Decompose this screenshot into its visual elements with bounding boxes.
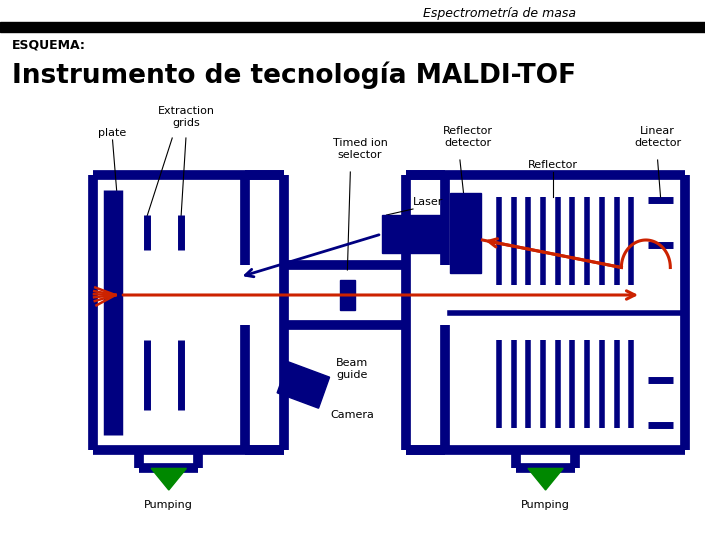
- Text: Reflector: Reflector: [528, 160, 578, 170]
- Bar: [0, 22, 705, 32]
- Polygon shape: [528, 468, 563, 490]
- Bar: [450, 193, 482, 273]
- Text: Espectrometría de masa: Espectrometría de masa: [423, 8, 575, 21]
- Text: Reflector
detector: Reflector detector: [443, 126, 492, 148]
- Text: Linear
detector: Linear detector: [634, 126, 681, 148]
- Text: Laser: Laser: [413, 197, 444, 207]
- Text: Beam
guide: Beam guide: [336, 358, 369, 380]
- Text: Timed ion
selector: Timed ion selector: [333, 138, 387, 160]
- Bar: [382, 215, 445, 253]
- Text: Extraction
grids: Extraction grids: [158, 106, 215, 128]
- Text: Pumping: Pumping: [521, 500, 570, 510]
- Bar: [340, 280, 355, 310]
- Text: Pumping: Pumping: [145, 500, 193, 510]
- Text: Instrumento de tecnología MALDI-TOF: Instrumento de tecnología MALDI-TOF: [12, 61, 576, 89]
- Polygon shape: [277, 362, 330, 408]
- Polygon shape: [151, 468, 186, 490]
- Text: ESQUEMA:: ESQUEMA:: [12, 38, 86, 51]
- Text: Camera: Camera: [330, 410, 374, 420]
- Text: plate: plate: [99, 128, 127, 138]
